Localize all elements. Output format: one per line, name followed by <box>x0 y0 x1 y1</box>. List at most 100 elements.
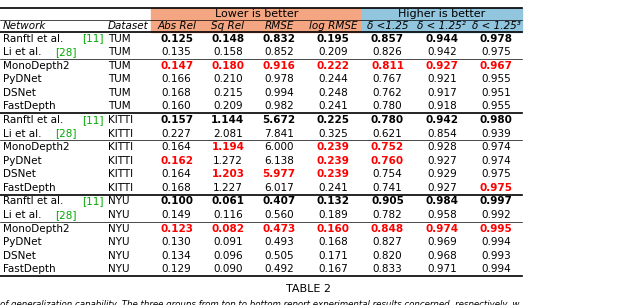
Text: DSNet: DSNet <box>3 88 36 98</box>
Text: Ranftl et al.: Ranftl et al. <box>3 196 67 206</box>
Text: 0.975: 0.975 <box>479 183 513 193</box>
Text: [28]: [28] <box>55 128 77 138</box>
Text: 0.975: 0.975 <box>481 169 511 179</box>
Text: Li et al.: Li et al. <box>3 210 45 220</box>
Text: 0.820: 0.820 <box>372 251 403 261</box>
Text: 0.752: 0.752 <box>371 142 404 152</box>
Text: 0.168: 0.168 <box>319 237 348 247</box>
Text: Abs Rel: Abs Rel <box>157 21 196 30</box>
Text: TUM: TUM <box>108 74 131 84</box>
Text: 0.116: 0.116 <box>213 210 243 220</box>
Bar <box>362 20 413 32</box>
Text: Lower is better: Lower is better <box>215 9 298 19</box>
Bar <box>305 20 362 32</box>
Text: 1.194: 1.194 <box>211 142 244 152</box>
Text: 0.939: 0.939 <box>481 128 511 138</box>
Text: TUM: TUM <box>108 34 131 44</box>
Text: FastDepth: FastDepth <box>3 101 56 111</box>
Text: 1.144: 1.144 <box>211 115 244 125</box>
Text: 0.971: 0.971 <box>427 264 457 274</box>
Text: 0.130: 0.130 <box>162 237 191 247</box>
Text: 0.918: 0.918 <box>427 101 457 111</box>
Text: KITTI: KITTI <box>108 142 133 152</box>
Text: 0.767: 0.767 <box>372 74 403 84</box>
Text: 0.917: 0.917 <box>427 88 457 98</box>
Text: 0.239: 0.239 <box>317 142 349 152</box>
Bar <box>413 20 470 32</box>
Text: [11]: [11] <box>82 196 104 206</box>
Text: 0.832: 0.832 <box>262 34 296 44</box>
Text: 0.241: 0.241 <box>319 183 348 193</box>
Bar <box>362 8 522 20</box>
Text: 0.239: 0.239 <box>317 169 349 179</box>
Text: TUM: TUM <box>108 61 131 71</box>
Text: 2.081: 2.081 <box>213 128 243 138</box>
Text: 0.975: 0.975 <box>481 47 511 57</box>
Text: 0.741: 0.741 <box>372 183 403 193</box>
Text: DSNet: DSNet <box>3 251 36 261</box>
Text: 0.560: 0.560 <box>264 210 294 220</box>
Text: 0.760: 0.760 <box>371 156 404 166</box>
Text: 0.160: 0.160 <box>317 224 350 234</box>
Text: 0.239: 0.239 <box>317 156 349 166</box>
Text: Sq Rel: Sq Rel <box>211 21 244 30</box>
Text: 0.082: 0.082 <box>211 224 244 234</box>
Text: NYU: NYU <box>108 251 129 261</box>
Text: 0.241: 0.241 <box>319 101 348 111</box>
Text: 0.927: 0.927 <box>426 61 458 71</box>
Text: 0.096: 0.096 <box>213 251 243 261</box>
Text: 0.189: 0.189 <box>319 210 348 220</box>
Text: 0.854: 0.854 <box>427 128 457 138</box>
Text: Li et al.: Li et al. <box>3 128 45 138</box>
Text: 0.993: 0.993 <box>481 251 511 261</box>
Text: 0.974: 0.974 <box>481 142 511 152</box>
Text: 0.927: 0.927 <box>427 156 457 166</box>
Text: 0.621: 0.621 <box>372 128 403 138</box>
Text: PyDNet: PyDNet <box>3 237 42 247</box>
Text: of generalization capability. The three groups from top to bottom report experim: of generalization capability. The three … <box>0 300 520 305</box>
Text: 0.951: 0.951 <box>481 88 511 98</box>
Text: PyDNet: PyDNet <box>3 74 42 84</box>
Text: 0.505: 0.505 <box>264 251 294 261</box>
Text: Network: Network <box>3 21 47 30</box>
Text: 0.928: 0.928 <box>427 142 457 152</box>
Text: 0.762: 0.762 <box>372 88 403 98</box>
Text: MonoDepth2: MonoDepth2 <box>3 61 70 71</box>
Bar <box>202 20 253 32</box>
Text: 0.848: 0.848 <box>371 224 404 234</box>
Text: 0.942: 0.942 <box>426 115 458 125</box>
Text: 0.978: 0.978 <box>479 34 513 44</box>
Text: TUM: TUM <box>108 88 131 98</box>
Text: 0.135: 0.135 <box>162 47 191 57</box>
Text: 0.811: 0.811 <box>371 61 404 71</box>
Text: 0.132: 0.132 <box>317 196 350 206</box>
Text: 0.980: 0.980 <box>479 115 513 125</box>
Text: 5.977: 5.977 <box>262 169 296 179</box>
Text: 0.180: 0.180 <box>211 61 244 71</box>
Text: NYU: NYU <box>108 264 129 274</box>
Text: 1.203: 1.203 <box>211 169 244 179</box>
Text: 0.473: 0.473 <box>262 224 296 234</box>
Text: 0.994: 0.994 <box>481 237 511 247</box>
Text: [11]: [11] <box>82 115 104 125</box>
Text: 0.969: 0.969 <box>427 237 457 247</box>
Text: 0.955: 0.955 <box>481 101 511 111</box>
Text: KITTI: KITTI <box>108 115 133 125</box>
Text: 0.782: 0.782 <box>372 210 403 220</box>
Text: 0.209: 0.209 <box>213 101 243 111</box>
Text: Li et al.: Li et al. <box>3 47 45 57</box>
Text: 0.982: 0.982 <box>264 101 294 111</box>
Text: 0.958: 0.958 <box>427 210 457 220</box>
Text: 0.780: 0.780 <box>372 101 403 111</box>
Text: 0.166: 0.166 <box>162 74 191 84</box>
Text: FastDepth: FastDepth <box>3 264 56 274</box>
Text: RMSE: RMSE <box>264 21 294 30</box>
Text: 0.984: 0.984 <box>426 196 458 206</box>
Text: NYU: NYU <box>108 196 129 206</box>
Text: 0.780: 0.780 <box>371 115 404 125</box>
Text: 0.929: 0.929 <box>427 169 457 179</box>
Text: 0.978: 0.978 <box>264 74 294 84</box>
Text: 0.227: 0.227 <box>162 128 191 138</box>
Text: MonoDepth2: MonoDepth2 <box>3 142 70 152</box>
Text: 0.149: 0.149 <box>162 210 191 220</box>
